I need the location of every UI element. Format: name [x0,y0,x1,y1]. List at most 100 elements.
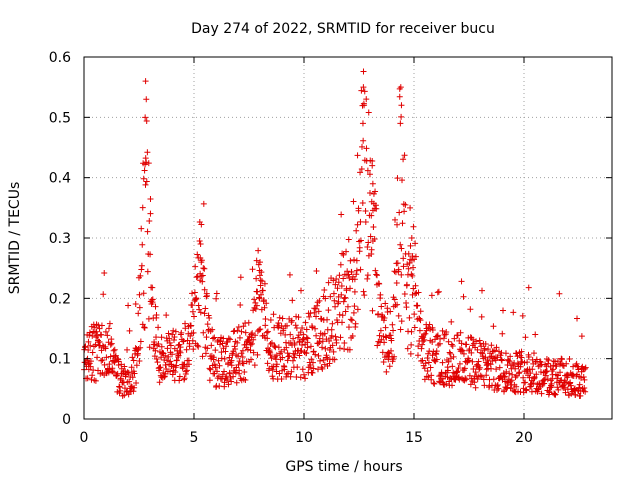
data-point [483,372,490,379]
data-point [306,313,313,320]
data-point [345,236,352,243]
data-point [506,358,513,365]
data-point [530,350,537,357]
y-tick-label: 0.2 [49,291,71,307]
data-point [554,375,561,382]
data-point [304,335,311,342]
data-point [347,257,354,264]
data-point [195,302,202,309]
data-point [330,290,337,297]
data-point [329,342,336,349]
data-point [330,348,337,355]
data-point [152,347,159,354]
data-point [219,371,226,378]
data-point [302,319,309,326]
data-point [250,336,257,343]
data-point [194,251,201,258]
grid [84,57,612,419]
data-point [193,295,200,302]
data-point [317,357,324,364]
data-point [210,354,217,361]
data-point [218,349,225,356]
data-point [282,331,289,338]
data-point [197,241,204,248]
data-point [87,363,94,370]
data-point [353,267,360,274]
data-point [158,354,165,361]
data-point [567,379,574,386]
data-point [211,334,218,341]
data-point [319,338,326,345]
data-point [222,348,229,355]
data-point [361,102,368,109]
data-point [158,343,165,350]
data-point [463,376,470,383]
data-point [471,379,478,386]
data-point [242,377,249,384]
data-point [357,266,364,273]
data-point [236,370,243,377]
data-point [170,327,177,334]
data-point [225,335,232,342]
data-point [117,375,124,382]
data-point [437,372,444,379]
data-point [574,315,581,322]
data-point [398,271,405,278]
data-point [196,306,203,313]
data-point [447,350,454,357]
data-point [307,343,314,350]
data-point [190,313,197,320]
data-point [339,319,346,326]
data-point [395,266,402,273]
data-point [139,204,146,211]
data-point [412,240,419,247]
data-point [480,376,487,383]
data-point [347,316,354,323]
data-point [505,357,512,364]
data-point [476,364,483,371]
data-point [144,149,151,156]
data-point [360,137,367,144]
data-point [258,269,265,276]
data-point [172,328,179,335]
data-point [264,328,271,335]
data-point [267,341,274,348]
data-point [86,332,93,339]
data-point [494,382,501,389]
data-point [524,359,531,366]
data-point [580,373,587,380]
data-point [344,268,351,275]
data-point [475,358,482,365]
data-point [508,377,515,384]
data-point [189,290,196,297]
data-point [343,248,350,255]
data-point [349,317,356,324]
data-point [335,279,342,286]
data-point [352,320,359,327]
data-point [125,391,132,398]
data-point [162,352,169,359]
data-point [110,369,117,376]
data-point [130,357,137,364]
data-point [301,371,307,378]
data-point [278,375,285,382]
data-point [102,345,109,352]
data-point [95,367,102,374]
data-point [213,290,220,297]
data-point [512,374,519,381]
data-point [137,344,144,351]
data-point [386,363,393,370]
data-point [322,345,329,352]
data-point [331,356,338,363]
data-point [259,278,266,285]
data-point [245,337,252,344]
data-point [214,368,221,375]
data-point [263,329,270,336]
data-point [408,271,415,278]
data-point [204,321,211,328]
data-point [125,302,132,309]
data-point [94,332,101,339]
data-point [289,297,296,304]
data-point [353,227,360,234]
data-point [279,315,286,322]
